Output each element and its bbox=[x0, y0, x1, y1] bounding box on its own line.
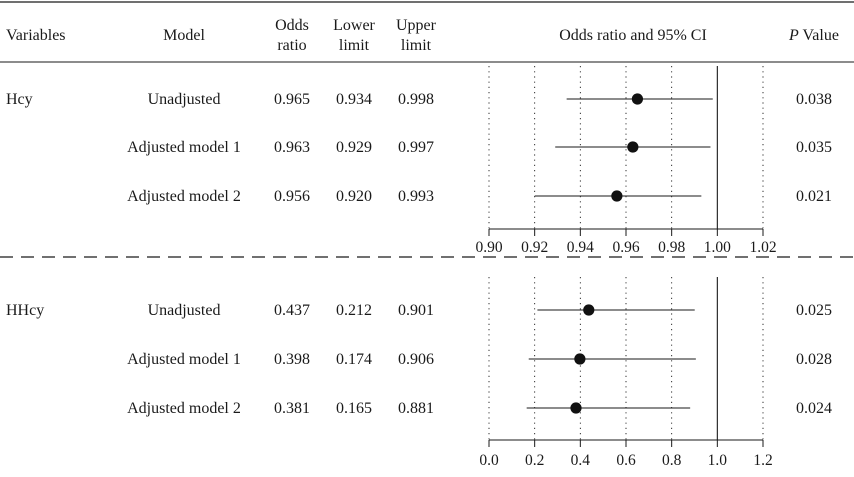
x-tick-label: 1.02 bbox=[749, 239, 776, 256]
x-tick-label: 0.92 bbox=[521, 239, 548, 256]
upper-limit-value: 0.993 bbox=[398, 188, 434, 205]
header-lower-limit-line1: Lower bbox=[333, 17, 375, 34]
upper-limit-value: 0.881 bbox=[398, 400, 434, 417]
x-tick-label: 0.94 bbox=[567, 239, 594, 256]
lower-limit-value: 0.934 bbox=[336, 91, 372, 108]
p-value: 0.035 bbox=[796, 139, 832, 156]
model-label: Adjusted model 1 bbox=[127, 351, 241, 368]
x-tick-label: 1.0 bbox=[708, 452, 728, 469]
odds-ratio-point bbox=[583, 304, 595, 316]
section-hhcy: HHcy 0.0 0.2 0.4 0.6 0.8 1.0 1.2 Unadjusted 0.437… bbox=[6, 277, 832, 469]
p-value: 0.021 bbox=[796, 188, 832, 205]
header-model: Model bbox=[163, 27, 205, 44]
upper-limit-value: 0.998 bbox=[398, 91, 434, 108]
x-tick-label: 0.6 bbox=[616, 452, 636, 469]
model-label: Adjusted model 2 bbox=[127, 188, 241, 205]
header-odds-ratio-line1: Odds bbox=[275, 17, 309, 34]
header-upper-limit-line2: limit bbox=[401, 37, 432, 54]
odds-ratio-value: 0.956 bbox=[274, 188, 310, 205]
x-tick-label: 1.00 bbox=[704, 239, 731, 256]
odds-ratio-value: 0.398 bbox=[274, 351, 310, 368]
section-hcy: Hcy 0.90 0.92 0.94 0.96 0.98 1.00 1.02 Unadjuste… bbox=[6, 66, 832, 256]
upper-limit-value: 0.901 bbox=[398, 302, 434, 319]
odds-ratio-value: 0.965 bbox=[274, 91, 310, 108]
model-label: Unadjusted bbox=[148, 302, 221, 319]
x-tick-label: 0.0 bbox=[479, 452, 499, 469]
lower-limit-value: 0.920 bbox=[336, 188, 372, 205]
x-tick-label: 0.8 bbox=[662, 452, 682, 469]
variable-label: Hcy bbox=[6, 91, 33, 108]
table-header: Variables Model Odds ratio Lower limit U… bbox=[6, 17, 839, 54]
p-value: 0.038 bbox=[796, 91, 832, 108]
header-variables: Variables bbox=[6, 27, 66, 44]
odds-ratio-point bbox=[611, 190, 623, 202]
model-label: Adjusted model 1 bbox=[127, 139, 241, 156]
x-tick-label: 0.2 bbox=[525, 452, 544, 469]
odds-ratio-value: 0.381 bbox=[274, 400, 310, 417]
p-value: 0.024 bbox=[796, 400, 832, 417]
odds-ratio-value: 0.437 bbox=[274, 302, 310, 319]
odds-ratio-point bbox=[570, 402, 582, 414]
header-p-value: P Value bbox=[788, 27, 839, 44]
header-p-value-rest: Value bbox=[799, 27, 839, 44]
odds-ratio-point bbox=[574, 353, 586, 365]
odds-ratio-point bbox=[631, 93, 644, 105]
header-lower-limit-line2: limit bbox=[339, 37, 370, 54]
model-label: Unadjusted bbox=[148, 91, 221, 108]
p-value: 0.028 bbox=[796, 351, 832, 368]
upper-limit-value: 0.906 bbox=[398, 351, 434, 368]
x-tick-label: 0.98 bbox=[658, 239, 685, 256]
p-value: 0.025 bbox=[796, 302, 832, 319]
lower-limit-value: 0.212 bbox=[336, 302, 372, 319]
variable-label: HHcy bbox=[6, 302, 44, 319]
header-odds-ratio-line2: ratio bbox=[277, 37, 306, 54]
lower-limit-value: 0.929 bbox=[336, 139, 372, 156]
header-p-value-italic: P bbox=[788, 27, 799, 44]
header-plot: Odds ratio and 95% CI bbox=[559, 27, 707, 44]
odds-ratio-value: 0.963 bbox=[274, 139, 310, 156]
odds-ratio-point bbox=[627, 141, 639, 153]
lower-limit-value: 0.174 bbox=[336, 351, 372, 368]
model-label: Adjusted model 2 bbox=[127, 400, 241, 417]
x-tick-label: 0.90 bbox=[475, 239, 502, 256]
header-upper-limit-line1: Upper bbox=[396, 17, 437, 34]
x-tick-label: 1.2 bbox=[753, 452, 772, 469]
x-tick-label: 0.4 bbox=[571, 452, 591, 469]
upper-limit-value: 0.997 bbox=[398, 139, 434, 156]
x-tick-label: 0.96 bbox=[612, 239, 639, 256]
lower-limit-value: 0.165 bbox=[336, 400, 372, 417]
